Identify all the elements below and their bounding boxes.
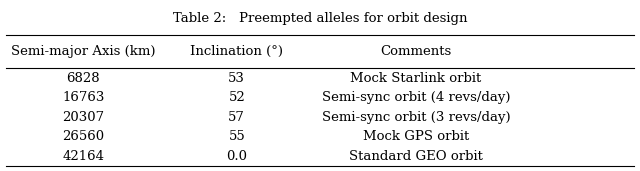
Text: 6828: 6828 [67,72,100,85]
Text: Semi-sync orbit (4 revs/day): Semi-sync orbit (4 revs/day) [322,91,510,104]
Text: 16763: 16763 [62,91,104,104]
Text: Inclination (°): Inclination (°) [190,45,284,58]
Text: 55: 55 [228,130,245,143]
Text: 20307: 20307 [62,111,104,124]
Text: 42164: 42164 [62,150,104,163]
Text: Semi-major Axis (km): Semi-major Axis (km) [11,45,156,58]
Text: Standard GEO orbit: Standard GEO orbit [349,150,483,163]
Text: Semi-sync orbit (3 revs/day): Semi-sync orbit (3 revs/day) [322,111,510,124]
Text: 57: 57 [228,111,245,124]
Text: 52: 52 [228,91,245,104]
Text: Comments: Comments [380,45,452,58]
Text: 26560: 26560 [62,130,104,143]
Text: 53: 53 [228,72,245,85]
Text: Table 2:   Preempted alleles for orbit design: Table 2: Preempted alleles for orbit des… [173,12,467,25]
Text: Mock Starlink orbit: Mock Starlink orbit [350,72,482,85]
Text: Mock GPS orbit: Mock GPS orbit [363,130,469,143]
Text: 0.0: 0.0 [227,150,247,163]
